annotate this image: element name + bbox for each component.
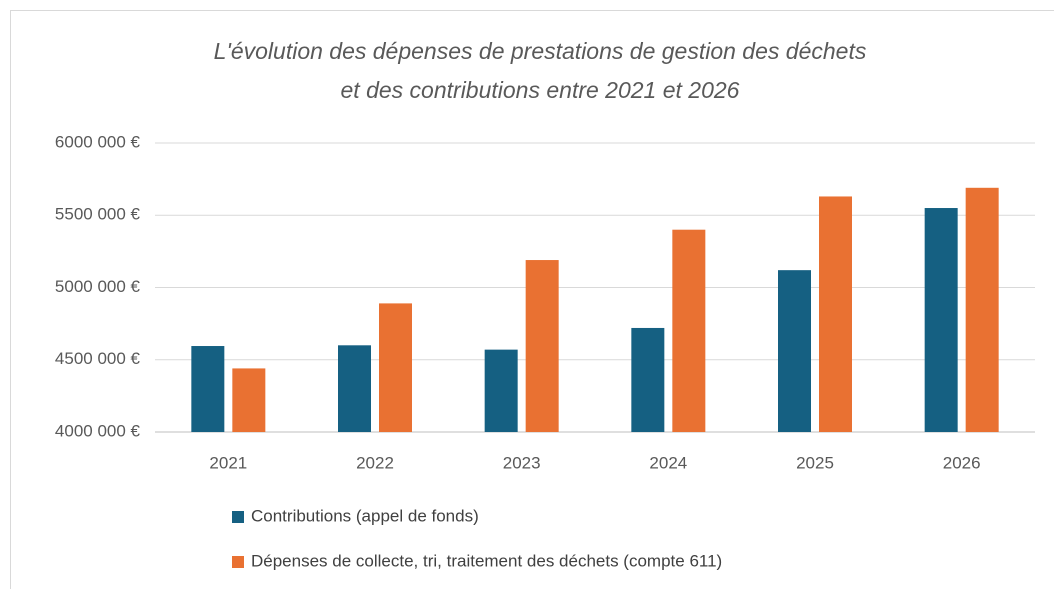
chart-title: L'évolution des dépenses de prestations … <box>214 38 867 64</box>
bar <box>631 327 665 432</box>
chart-frame <box>10 10 1054 589</box>
bar <box>379 303 412 432</box>
legend-swatch <box>232 556 244 568</box>
legend-label: Dépenses de collecte, tri, traitement de… <box>251 551 722 570</box>
bar <box>924 208 958 432</box>
bar <box>778 270 811 432</box>
y-tick-label: 5000 000 € <box>55 277 141 296</box>
bar <box>232 368 266 432</box>
bar <box>672 229 706 432</box>
legend-label: Contributions (appel de fonds) <box>251 506 479 525</box>
y-tick-label: 5500 000 € <box>55 205 141 224</box>
bar <box>338 345 371 432</box>
y-tick-label: 6000 000 € <box>55 132 141 151</box>
y-tick-label: 4500 000 € <box>55 349 141 368</box>
x-tick-label: 2025 <box>796 453 834 472</box>
x-tick-label: 2021 <box>209 453 247 472</box>
y-tick-label: 4000 000 € <box>55 421 141 440</box>
bar <box>191 346 225 432</box>
x-tick-label: 2023 <box>503 453 541 472</box>
x-tick-label: 2024 <box>649 453 687 472</box>
legend-swatch <box>232 511 244 523</box>
chart-title: et des contributions entre 2021 et 2026 <box>341 77 740 103</box>
x-tick-label: 2022 <box>356 453 394 472</box>
bar <box>525 260 559 432</box>
bar <box>965 187 999 432</box>
x-tick-label: 2026 <box>943 453 981 472</box>
bar <box>819 196 852 432</box>
bar <box>484 349 518 432</box>
